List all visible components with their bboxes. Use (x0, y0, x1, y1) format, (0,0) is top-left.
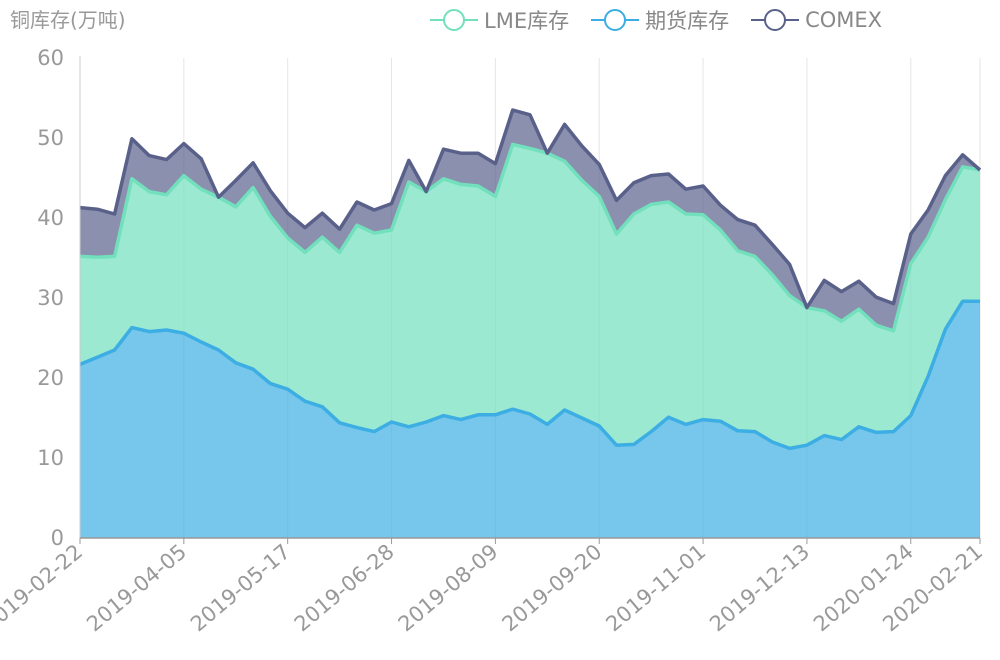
legend-circle-icon (604, 9, 627, 31)
x-tick-label: 2019-11-01 (601, 539, 710, 636)
x-tick-label: 2019-06-28 (290, 539, 399, 636)
legend: LME库存 期货库存 COMEX (430, 4, 904, 36)
x-tick-label: 2019-02-22 (0, 539, 87, 636)
legend-marker-icon (430, 5, 478, 35)
y-tick-label: 40 (37, 206, 64, 230)
x-tick-label: 2019-04-05 (82, 539, 191, 636)
series-line-1 (79, 142, 981, 333)
legend-item-comex[interactable]: COMEX (751, 5, 882, 35)
y-axis-unit-label: 铜库存(万吨) (10, 8, 126, 32)
y-tick-label: 0 (51, 526, 64, 550)
legend-circle-icon (764, 9, 787, 31)
y-tick-label: 10 (37, 446, 64, 470)
x-tick-label: 2019-12-13 (705, 539, 814, 636)
series-area-0 (80, 301, 980, 538)
y-tick-label: 60 (37, 46, 64, 70)
legend-marker-icon (751, 5, 800, 35)
legend-item-futures[interactable]: 期货库存 (591, 5, 729, 35)
series-line-0 (79, 299, 980, 451)
x-tick-label: 2019-05-17 (186, 539, 295, 636)
y-tick-label: 50 (37, 126, 64, 150)
legend-label-futures: 期货库存 (645, 9, 730, 33)
legend-circle-icon (443, 9, 465, 31)
series-area-2 (80, 110, 980, 331)
series-line-2 (79, 108, 982, 310)
series-area-1 (80, 144, 980, 449)
y-tick-label: 30 (37, 286, 64, 310)
legend-marker-icon (591, 5, 640, 35)
x-tick-label: 2019-08-09 (394, 539, 503, 636)
y-tick-label: 20 (37, 366, 64, 390)
legend-label-lme: LME库存 (484, 9, 570, 33)
x-tick-label: 2019-09-20 (498, 539, 607, 636)
legend-label-comex: COMEX (805, 8, 883, 32)
legend-item-lme[interactable]: LME库存 (430, 5, 569, 35)
